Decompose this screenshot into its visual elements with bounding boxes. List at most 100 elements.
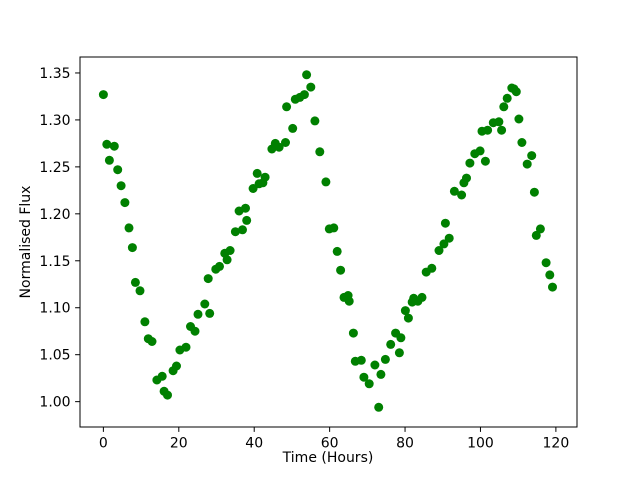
data-point [403,313,413,323]
data-point [376,369,386,379]
data-point [483,125,493,135]
data-point [205,308,215,318]
data-point [529,187,539,197]
data-point [396,333,406,343]
x-tick-label: 0 [99,435,108,451]
data-point [394,348,404,358]
data-point [348,328,358,338]
data-point [417,292,427,302]
data-point [225,246,235,255]
data-point [370,360,380,370]
axis-ticks [75,72,557,432]
data-point [282,102,292,112]
data-point [439,239,449,249]
data-point [449,186,459,196]
data-point [200,299,210,309]
data-point [535,224,545,234]
data-point [527,151,537,161]
data-point [222,255,232,265]
data-point [522,159,532,169]
data-point [163,390,172,400]
data-point [502,93,512,103]
data-point [321,177,331,187]
data-point [302,70,312,80]
data-point [386,339,396,349]
data-point [427,263,437,273]
plot-frame [79,56,578,428]
y-tick-label: 1.25 [39,160,70,176]
data-point [98,90,108,100]
data-point [462,173,471,183]
data-point [548,282,557,292]
data-point [190,326,200,336]
data-point [299,90,309,100]
data-point [332,246,342,256]
y-tick-label: 1.20 [39,207,70,223]
y-tick-label: 1.35 [39,66,70,82]
y-tick-label: 1.05 [39,348,70,364]
data-point [113,165,123,175]
x-tick-label: 20 [170,435,188,451]
data-point [465,158,475,168]
data-point [329,223,339,233]
x-tick-label: 120 [543,435,570,451]
y-tick-label: 1.30 [39,113,70,129]
data-point [344,296,354,306]
data-point [356,355,366,365]
data-point [260,172,270,182]
data-point [315,147,325,157]
axes-spines [79,56,578,428]
y-tick-label: 1.10 [39,301,70,317]
data-point [475,146,485,156]
data-point [242,215,252,225]
data-point [120,198,130,208]
data-point [310,116,320,126]
data-point [147,337,157,346]
data-point [124,223,134,233]
x-tick-label: 60 [321,435,339,451]
data-point [480,156,490,166]
data-point [193,309,203,319]
data-point [494,117,504,127]
data-point [241,203,250,213]
data-point [440,218,450,228]
data-point [203,274,213,284]
y-axis-label: Normalised Flux [18,186,34,299]
data-point [215,261,224,271]
data-point [238,225,247,235]
data-points [98,70,557,412]
data-point [130,277,140,287]
data-point [140,317,150,327]
x-tick-label: 80 [396,435,414,451]
data-point [511,87,521,97]
data-point [127,243,137,253]
data-point [531,230,541,240]
data-point [517,138,527,147]
data-point [230,227,240,237]
data-point [306,82,316,92]
data-point [545,270,555,280]
data-point [181,342,191,352]
data-point [497,125,507,135]
x-axis-label: Time (Hours) [282,450,374,466]
data-point [359,372,369,382]
data-point [288,123,298,133]
data-point [514,114,524,124]
x-tick-label: 40 [245,435,263,451]
data-point [434,246,444,255]
data-point [457,190,467,200]
tick-labels: 0 20 40 60 80 100 120 1.00 1.05 1.10 1.15 1.20 1.25 1… [39,66,569,451]
data-point [274,142,284,152]
data-point [380,354,390,364]
y-tick-label: 1.00 [39,395,70,411]
data-point [541,258,551,268]
data-point [102,139,112,149]
data-point [172,361,181,371]
x-tick-label: 100 [467,435,494,451]
data-point [135,286,145,296]
data-point [336,265,346,275]
data-point [364,379,374,389]
data-point [444,233,454,243]
y-tick-label: 1.15 [39,254,70,270]
